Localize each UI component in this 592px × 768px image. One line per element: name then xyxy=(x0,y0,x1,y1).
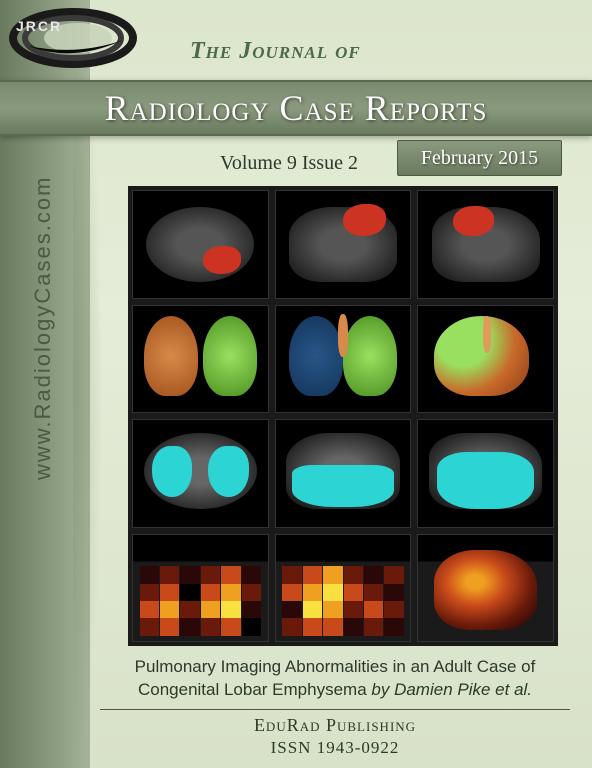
featured-article: Pulmonary Imaging Abnormalities in an Ad… xyxy=(100,656,570,702)
journal-supertitle: The Journal of xyxy=(190,38,361,65)
cover-image-grid xyxy=(128,186,558,646)
journal-title: Radiology Case Reports xyxy=(105,87,488,129)
article-byline: by Damien Pike et al. xyxy=(371,680,532,699)
title-band: Radiology Case Reports xyxy=(0,80,592,136)
article-title-line1: Pulmonary Imaging Abnormalities in an Ad… xyxy=(135,657,536,676)
footer-divider xyxy=(100,709,570,710)
scan-3d-axial xyxy=(132,305,269,414)
scan-ct-coronal-1 xyxy=(275,190,412,299)
scan-ct-cyan-axial xyxy=(132,419,269,528)
journal-cover: JRCR www.RadiologyCases.com The Journal … xyxy=(0,0,592,768)
issue-date: February 2015 xyxy=(397,140,562,176)
scan-ct-cyan-coronal xyxy=(275,419,412,528)
publisher: EduRad Publishing xyxy=(100,715,570,736)
scan-3d-coronal xyxy=(275,305,412,414)
article-title-line2: Congenital Lobar Emphysema xyxy=(138,680,367,699)
scan-heatmap-1 xyxy=(132,534,269,643)
scan-ct-cyan-sagittal xyxy=(417,419,554,528)
scan-ct-axial-1 xyxy=(132,190,269,299)
scan-heatmap-3 xyxy=(417,534,554,643)
scan-3d-sagittal xyxy=(417,305,554,414)
jrcr-logo xyxy=(8,8,138,68)
website-url: www.RadiologyCases.com xyxy=(30,176,56,480)
volume-issue: Volume 9 Issue 2 xyxy=(220,152,358,175)
url-text: www.RadiologyCases.com xyxy=(30,176,55,480)
scan-ct-sagittal-1 xyxy=(417,190,554,299)
scan-heatmap-2 xyxy=(275,534,412,643)
issn: ISSN 1943-0922 xyxy=(100,738,570,758)
jrcr-acronym: JRCR xyxy=(16,18,62,34)
